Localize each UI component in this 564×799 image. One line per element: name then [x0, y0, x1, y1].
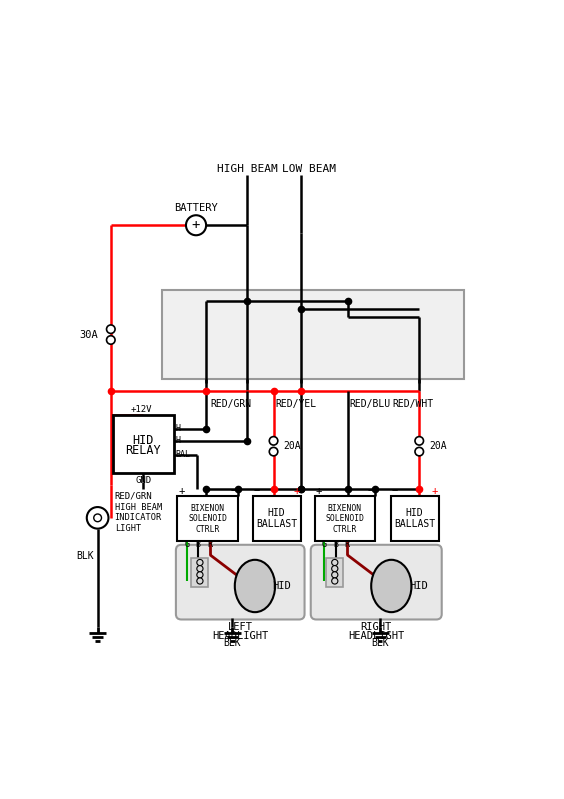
Circle shape [332, 559, 338, 566]
Circle shape [415, 447, 424, 456]
FancyBboxPatch shape [176, 545, 305, 619]
Text: 20A: 20A [284, 441, 301, 451]
Circle shape [332, 572, 338, 578]
Text: R: R [345, 540, 350, 549]
Text: +: + [431, 486, 438, 496]
Text: BAL: BAL [175, 450, 190, 459]
Text: BLK: BLK [371, 638, 389, 647]
Circle shape [197, 566, 203, 572]
Text: RELAY: RELAY [126, 444, 161, 457]
Polygon shape [162, 290, 464, 380]
Text: HID: HID [273, 581, 292, 591]
Text: H: H [175, 435, 180, 444]
Text: GND: GND [135, 476, 151, 485]
Circle shape [87, 507, 108, 529]
Polygon shape [326, 558, 343, 587]
Text: −: − [368, 486, 374, 496]
Text: RED/GRN: RED/GRN [114, 491, 152, 501]
Text: HID: HID [133, 434, 154, 447]
Text: HID
BALLAST: HID BALLAST [256, 508, 297, 530]
Text: H: H [175, 424, 180, 433]
Text: −: − [231, 486, 237, 496]
Text: −: − [391, 486, 398, 496]
Polygon shape [191, 558, 209, 587]
Text: LEFT: LEFT [228, 622, 253, 632]
Polygon shape [253, 496, 301, 541]
Ellipse shape [235, 560, 275, 612]
Circle shape [186, 215, 206, 235]
Polygon shape [113, 415, 174, 473]
Text: BLK: BLK [224, 638, 241, 647]
Text: B: B [196, 540, 201, 549]
Text: RED/YEL: RED/YEL [275, 399, 316, 409]
Circle shape [269, 447, 278, 456]
Circle shape [415, 436, 424, 445]
Circle shape [197, 578, 203, 584]
Circle shape [107, 336, 115, 344]
Text: RED/WHT: RED/WHT [392, 399, 433, 409]
Text: RED/BLU: RED/BLU [350, 399, 391, 409]
Text: 20A: 20A [429, 441, 447, 451]
Text: HEADLIGHT: HEADLIGHT [212, 630, 268, 641]
Text: BLK: BLK [76, 551, 94, 562]
Circle shape [269, 436, 278, 445]
Text: 30A: 30A [80, 329, 98, 340]
Text: HIGH BEAM
INDICATOR
LIGHT: HIGH BEAM INDICATOR LIGHT [114, 503, 162, 533]
Polygon shape [178, 496, 238, 541]
Polygon shape [315, 496, 375, 541]
Text: +: + [192, 218, 200, 233]
Polygon shape [391, 496, 439, 541]
Text: B: B [333, 540, 338, 549]
Text: BIXENON
SOLENOID
CTRLR: BIXENON SOLENOID CTRLR [325, 503, 364, 534]
Text: R: R [208, 540, 213, 549]
Circle shape [332, 566, 338, 572]
Text: HID: HID [409, 581, 428, 591]
Text: +: + [315, 486, 321, 496]
Text: +12V: +12V [131, 405, 152, 414]
FancyBboxPatch shape [311, 545, 442, 619]
Ellipse shape [371, 560, 412, 612]
Text: +: + [178, 486, 184, 496]
Text: BIXENON
SOLENOID
CTRLR: BIXENON SOLENOID CTRLR [188, 503, 227, 534]
Text: HID
BALLAST: HID BALLAST [394, 508, 435, 530]
Text: G: G [321, 540, 327, 549]
Text: G: G [184, 540, 190, 549]
Text: LOW BEAM: LOW BEAM [282, 164, 336, 174]
Circle shape [107, 325, 115, 333]
Circle shape [197, 559, 203, 566]
Text: RED/GRN: RED/GRN [210, 399, 251, 409]
Text: HIGH BEAM: HIGH BEAM [217, 164, 277, 174]
Text: RIGHT: RIGHT [360, 622, 392, 632]
Text: BATTERY: BATTERY [174, 203, 218, 213]
Text: HEADLIGHT: HEADLIGHT [348, 630, 404, 641]
Text: +: + [294, 486, 300, 496]
Circle shape [94, 514, 102, 522]
Text: −: − [253, 486, 259, 496]
Circle shape [197, 572, 203, 578]
Circle shape [332, 578, 338, 584]
